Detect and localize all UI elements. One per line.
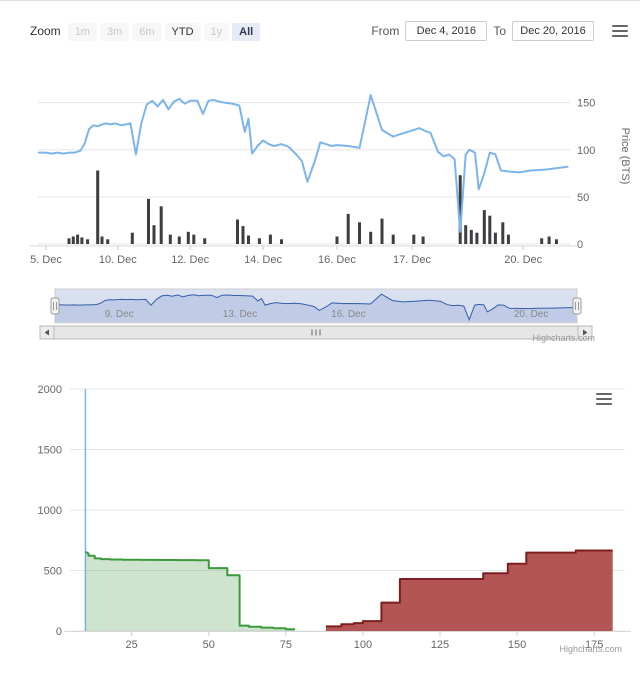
depth-chart-menu-icon[interactable]	[596, 393, 612, 405]
zoom-label: Zoom	[30, 24, 61, 38]
navigator-mask[interactable]	[54, 288, 578, 324]
x-axis-label: 10. Dec	[99, 254, 137, 266]
navigator-axis-label: 20. Dec	[514, 309, 548, 320]
to-label: To	[493, 24, 506, 38]
x-axis-label: 50	[203, 639, 215, 651]
navigator-axis-label: 13. Dec	[223, 309, 257, 320]
x-axis-label: 16. Dec	[318, 254, 356, 266]
x-axis-label: 12. Dec	[171, 254, 209, 266]
scrollbar-button-left[interactable]	[39, 325, 55, 340]
x-axis-label: 14. Dec	[244, 254, 282, 266]
to-date-input[interactable]	[512, 21, 594, 41]
y-axis-title: Price (BTS)	[619, 128, 631, 185]
menu-bar	[596, 403, 612, 405]
range-button-3m[interactable]: 3m	[99, 22, 130, 41]
navigator-axis-label: 9. Dec	[105, 309, 134, 320]
range-button-1m[interactable]: 1m	[67, 22, 97, 41]
range-button-all[interactable]: All	[232, 22, 261, 41]
credits-link[interactable]: Highcharts.com	[559, 644, 622, 654]
stock-price-chart: 0 50 100 150 5. Dec 10. Dec 12. Dec 14. Dec 16. …	[30, 94, 631, 343]
navigator-handle-left[interactable]	[50, 297, 60, 315]
navigator-axis-label: 16. Dec	[331, 309, 365, 320]
range-button-1y[interactable]: 1y	[203, 22, 230, 41]
from-label: From	[371, 24, 400, 38]
navigator-line	[55, 293, 575, 322]
x-axis-label: 125	[431, 639, 449, 651]
y-axis-label: 1000	[38, 505, 62, 517]
menu-bar	[612, 25, 628, 27]
y-axis-label: 150	[577, 98, 595, 110]
asks-line	[325, 549, 613, 628]
navigator-handle-right[interactable]	[572, 297, 582, 315]
menu-bar	[612, 30, 628, 32]
y-axis-label: 50	[577, 192, 589, 204]
market-depth-chart: 0 500 1000 1500 2000 25 50 75 100 125 150 175Highch…	[38, 384, 631, 654]
x-axis-label: 75	[280, 639, 292, 651]
range-button-ytd[interactable]: YTD	[164, 22, 201, 41]
x-axis-label: 20. Dec	[504, 254, 542, 266]
x-axis-label: 175	[585, 639, 603, 651]
asks-area	[325, 550, 613, 631]
menu-bar	[612, 35, 628, 37]
x-axis-label: 150	[508, 639, 526, 651]
menu-bar	[596, 398, 612, 400]
stock-chart-menu-icon[interactable]	[612, 25, 628, 37]
y-axis-label: 0	[577, 239, 583, 251]
x-axis-label: 17. Dec	[393, 254, 431, 266]
scrollbar-button-right[interactable]	[577, 325, 593, 340]
range-selector: 1m 3m 6m YTD 1y All	[67, 22, 264, 41]
y-axis-label: 2000	[38, 384, 62, 396]
from-date-input[interactable]	[405, 21, 488, 41]
credits-link[interactable]: Highcharts.com	[532, 333, 595, 343]
y-axis-label: 100	[577, 145, 595, 157]
menu-bar	[596, 393, 612, 395]
volume-series	[67, 170, 558, 244]
y-axis-label: 0	[56, 626, 62, 638]
bids-line	[84, 550, 296, 631]
x-axis-label: 5. Dec	[30, 254, 62, 266]
bids-area	[85, 551, 296, 631]
y-axis-label: 500	[44, 566, 62, 578]
price-line-series	[37, 94, 569, 233]
range-button-6m[interactable]: 6m	[132, 22, 162, 41]
y-axis-label: 1500	[38, 445, 62, 457]
x-axis-label: 100	[354, 639, 372, 651]
x-axis-label: 25	[126, 639, 138, 651]
